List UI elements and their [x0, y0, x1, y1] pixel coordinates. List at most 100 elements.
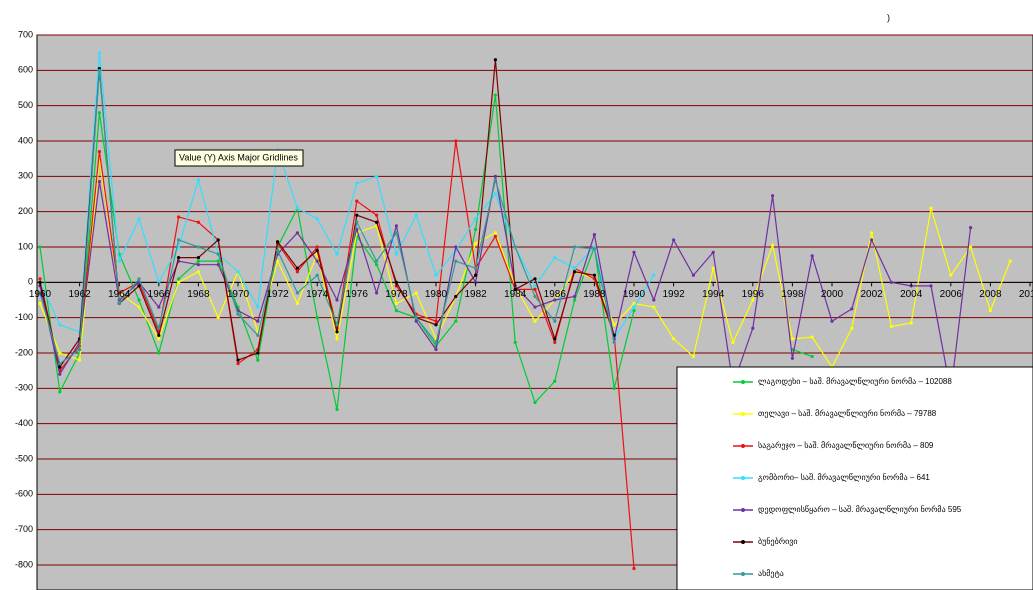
point: [58, 372, 62, 376]
point: [216, 316, 220, 320]
point: [929, 284, 933, 288]
point: [276, 240, 280, 244]
y-tick-label: -300: [15, 383, 33, 393]
point: [295, 206, 299, 210]
point: [315, 248, 319, 253]
point: [196, 178, 200, 182]
x-tick-label: 1980: [425, 289, 448, 300]
point: [157, 333, 161, 337]
x-tick-label: 1998: [781, 289, 804, 300]
point: [137, 305, 141, 309]
point: [38, 245, 42, 249]
point: [256, 358, 260, 362]
point: [97, 68, 101, 72]
y-tick-label: -800: [15, 559, 33, 569]
point: [533, 284, 537, 288]
point: [474, 266, 478, 270]
point: [454, 245, 458, 249]
point: [335, 337, 339, 341]
point: [97, 180, 101, 184]
point: [711, 250, 715, 254]
point: [335, 252, 339, 256]
point: [315, 217, 319, 221]
point: [276, 259, 280, 263]
point: [137, 284, 141, 288]
point: [949, 273, 953, 277]
point: [493, 174, 497, 178]
x-tick-label: 2006: [940, 289, 963, 300]
point: [355, 199, 359, 203]
point: [236, 362, 240, 366]
x-tick-label: 1996: [742, 289, 765, 300]
y-tick-label: -600: [15, 489, 33, 499]
y-tick-label: 500: [18, 100, 33, 110]
point: [295, 270, 299, 274]
point: [474, 217, 478, 221]
point: [672, 238, 676, 242]
legend-label: ბუნებრივი: [758, 537, 797, 546]
point: [216, 252, 220, 256]
series-line: [39, 158, 1011, 369]
point: [632, 566, 636, 571]
point: [553, 340, 557, 344]
point: [573, 245, 577, 249]
legend-marker: [741, 572, 745, 576]
point: [553, 379, 557, 383]
point: [276, 248, 280, 253]
y-tick-label: -400: [15, 418, 33, 428]
point: [97, 111, 101, 115]
legend-marker: [741, 412, 745, 416]
point: [375, 259, 379, 263]
x-tick-label: 1970: [227, 289, 250, 300]
point: [177, 256, 181, 260]
point: [78, 358, 82, 362]
point: [355, 213, 359, 217]
point: [612, 386, 616, 390]
point: [355, 181, 359, 185]
point: [474, 273, 478, 277]
point: [414, 316, 418, 320]
point: [771, 194, 775, 198]
point: [454, 294, 458, 299]
point: [454, 259, 458, 263]
x-tick-label: 2002: [860, 289, 883, 300]
point: [969, 225, 973, 230]
point: [157, 305, 161, 309]
x-tick-label: 1966: [148, 289, 171, 300]
legend-label: დედოფლისწყარო – საშ. მრავალწლიური ნორმა …: [758, 505, 962, 514]
point: [592, 233, 597, 237]
x-tick-label: 1960: [29, 289, 52, 300]
point: [493, 231, 497, 235]
point: [691, 273, 696, 277]
legend-marker: [741, 380, 745, 384]
point: [78, 347, 82, 352]
x-tick-label: 1986: [544, 289, 567, 300]
point: [216, 238, 220, 242]
x-tick-label: 1964: [108, 289, 131, 300]
point: [236, 270, 240, 274]
x-tick-label: 1972: [266, 289, 289, 300]
point: [38, 277, 42, 281]
point: [256, 319, 260, 323]
point: [196, 245, 200, 249]
series-line: [39, 52, 655, 341]
point: [810, 335, 814, 339]
legend-label: გომბორი– საშ. მრავალწლიური ნორმა – 641: [758, 473, 930, 482]
point: [394, 252, 398, 256]
point: [612, 323, 616, 327]
point: [573, 270, 577, 274]
point: [295, 266, 299, 270]
point: [58, 390, 62, 394]
legend-label: ახმეტა: [758, 569, 784, 578]
point: [830, 319, 834, 323]
point: [652, 305, 656, 309]
point: [137, 277, 141, 281]
point: [394, 224, 398, 228]
legend-label: თელავი – საშ. მრავალწლიური ნორმა – 79788: [758, 409, 937, 418]
point: [672, 337, 676, 341]
point: [513, 340, 517, 344]
point: [434, 340, 438, 344]
point: [493, 192, 497, 196]
point: [474, 227, 478, 231]
point: [414, 213, 418, 217]
